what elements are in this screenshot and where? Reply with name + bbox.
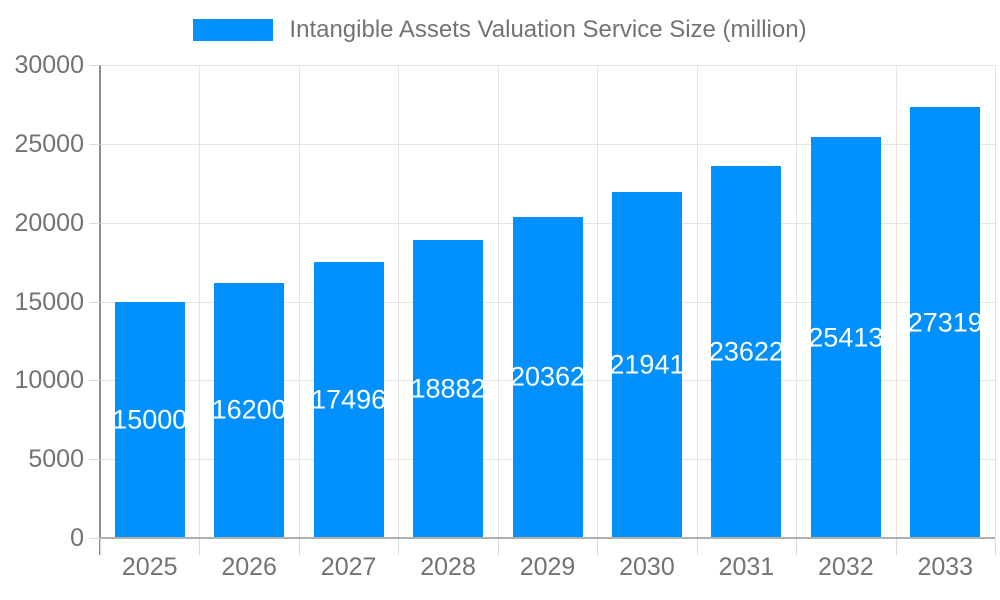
x-axis-tick [398, 539, 400, 555]
x-axis-tick [796, 539, 798, 555]
bar-2033[interactable] [910, 107, 981, 538]
y-axis-tick [89, 301, 100, 303]
x-gridline [696, 65, 698, 538]
x-axis-label: 2027 [320, 553, 377, 581]
y-axis-label: 0 [70, 524, 84, 552]
plot-area: 15000 16200 17496 18882 20362 21941 23622 25413… [100, 65, 996, 538]
y-axis-label: 30000 [14, 51, 84, 79]
x-axis-tick [696, 539, 698, 555]
x-axis-label: 2030 [619, 553, 675, 581]
bar-2026[interactable] [214, 282, 285, 538]
legend-swatch [193, 19, 274, 41]
x-gridline [298, 65, 300, 538]
x-axis-tick [100, 539, 101, 555]
x-axis-label: 2032 [818, 553, 874, 581]
y-gridline [100, 65, 995, 66]
x-axis-tick [298, 539, 300, 555]
x-axis-tick [199, 539, 201, 555]
y-axis-tick [89, 143, 100, 145]
y-axis-label: 20000 [14, 208, 84, 237]
bar-value-label: 15000 [112, 404, 188, 435]
bar-value-label: 17496 [311, 384, 387, 415]
bar-2025[interactable] [114, 301, 185, 538]
x-axis-tick [497, 539, 499, 555]
bar-value-label: 20362 [509, 361, 586, 392]
y-axis-tick [89, 65, 100, 66]
legend-label: Intangible Assets Valuation Service Size… [289, 16, 807, 43]
bar-value-label: 25413 [808, 322, 884, 353]
y-axis-tick [89, 222, 100, 224]
bar-2027[interactable] [313, 262, 384, 538]
bar-2032[interactable] [810, 137, 881, 538]
y-axis-line [99, 65, 101, 555]
x-axis-label: 2031 [718, 553, 775, 581]
bar-value-label: 23622 [708, 336, 784, 367]
x-gridline [497, 65, 499, 538]
y-axis-label: 15000 [14, 287, 84, 316]
bar-value-label: 21941 [609, 349, 685, 380]
x-axis-label: 2028 [420, 553, 476, 581]
bar-2031[interactable] [711, 165, 782, 538]
x-gridline [895, 65, 897, 538]
x-axis-tick [995, 539, 996, 555]
x-axis-line [100, 537, 995, 539]
y-axis-label: 10000 [14, 366, 84, 395]
y-gridline [100, 143, 995, 145]
bar-value-label: 16200 [211, 394, 287, 425]
x-axis-label: 2026 [221, 553, 277, 581]
bar-value-label: 18882 [410, 373, 486, 404]
bar-2029[interactable] [512, 216, 583, 538]
x-gridline [597, 65, 599, 538]
x-axis-tick [597, 539, 599, 555]
y-axis-tick [89, 459, 100, 461]
legend-item[interactable]: Intangible Assets Valuation Service Size… [0, 16, 1000, 44]
x-gridline [796, 65, 798, 538]
bar-2030[interactable] [611, 192, 682, 538]
x-gridline [398, 65, 400, 538]
x-axis-label: 2029 [519, 553, 576, 581]
bar-value-label: 27319 [907, 307, 983, 338]
x-gridline [199, 65, 201, 538]
x-axis-label: 2025 [121, 553, 178, 581]
x-gridline [995, 65, 996, 538]
y-axis-tick [89, 380, 100, 382]
bar-2028[interactable] [413, 240, 484, 538]
y-axis-label: 5000 [28, 445, 84, 474]
x-axis-label: 2033 [917, 553, 974, 581]
y-axis-label: 25000 [14, 129, 84, 158]
x-axis-tick [895, 539, 897, 555]
y-axis-tick [89, 538, 100, 539]
